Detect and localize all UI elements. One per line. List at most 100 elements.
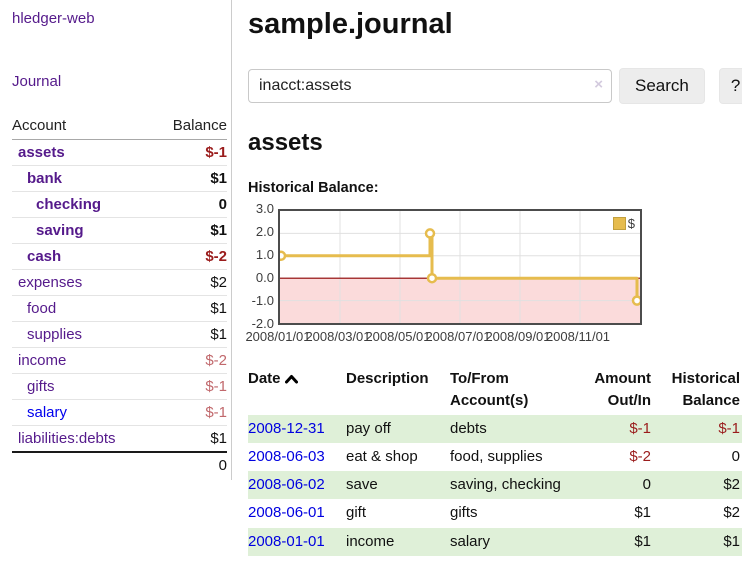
account-balance: $1: [151, 295, 227, 322]
transaction-amount: 0: [583, 471, 653, 500]
search-help-button[interactable]: ?: [718, 68, 742, 104]
transaction-amount: $-1: [583, 414, 653, 443]
account-balance: $-1: [151, 373, 227, 400]
y-axis-tick: 2.0: [255, 224, 274, 239]
transaction-accounts: food, supplies: [450, 447, 543, 465]
search-input[interactable]: [248, 69, 612, 103]
account-row: bank $1: [12, 165, 227, 192]
account-row: food $1: [12, 295, 227, 322]
transaction-amount: $1: [634, 504, 651, 522]
account-link-expenses[interactable]: expenses: [18, 274, 83, 291]
accounts-total-row: 0: [12, 451, 227, 478]
chart-legend: $: [612, 216, 635, 231]
account-row: income $-2: [12, 347, 227, 374]
chart-plot-area: $: [278, 209, 642, 325]
transaction-date-link[interactable]: 2008-06-03: [248, 447, 325, 465]
journal-nav: Journal: [12, 73, 227, 90]
transaction-description: eat & shop: [346, 447, 418, 465]
account-balance: $-2: [151, 243, 227, 270]
app-title-link[interactable]: hledger-web: [12, 10, 95, 27]
account-link-food[interactable]: food: [27, 300, 57, 317]
transaction-description: gift: [346, 504, 367, 522]
column-date[interactable]: Date: [248, 366, 346, 415]
account-link-assets[interactable]: assets: [18, 144, 65, 161]
chart-title: Historical Balance:: [248, 180, 379, 196]
account-link-liabilities-debts[interactable]: liabilities:debts: [18, 430, 116, 447]
chart-canvas: [280, 211, 640, 323]
sort-ascending-icon: [284, 369, 298, 391]
account-balance: $1: [151, 425, 227, 452]
transaction-accounts: saving, checking: [450, 471, 583, 500]
account-link-gifts[interactable]: gifts: [27, 378, 55, 395]
y-axis-tick: 3.0: [255, 201, 274, 216]
x-axis-tick: 2008/01/01: [245, 329, 311, 344]
clear-search-icon[interactable]: ×: [594, 76, 603, 93]
transaction-date-link[interactable]: 2008-12-31: [248, 419, 325, 437]
y-axis-tick: 0.0: [255, 270, 274, 285]
transaction-amount: $-2: [629, 447, 651, 465]
legend-label: $: [627, 216, 635, 231]
transaction-date-link[interactable]: 2008-06-02: [248, 476, 325, 493]
register-account-title: assets: [248, 129, 323, 156]
register-row: 2008-12-31 pay off debts $-1 $-1: [248, 414, 742, 443]
account-link-income[interactable]: income: [18, 352, 67, 369]
column-amount: Amount Out/In: [594, 370, 651, 409]
accounts-column-account: Account: [12, 114, 152, 140]
account-row: supplies $1: [12, 321, 227, 348]
sidebar-item-journal[interactable]: Journal: [12, 73, 62, 90]
account-link-cash[interactable]: cash: [27, 248, 62, 265]
x-axis-tick: 2008/05/01: [365, 329, 431, 344]
search-box: ×: [248, 69, 612, 103]
x-axis-tick: 2008/09/01: [485, 329, 551, 344]
transaction-balance: $2: [723, 504, 740, 522]
transaction-accounts: debts: [450, 414, 583, 443]
account-link-checking[interactable]: checking: [36, 196, 102, 213]
register-row: 2008-06-02 save saving, checking 0 $2: [248, 471, 742, 500]
x-axis-tick: 2008/03/01: [305, 329, 371, 344]
page: hledger-web Journal Account Balance asse…: [0, 0, 742, 556]
register-header-row: Date Description To/From Account(s) Amou…: [248, 366, 742, 415]
account-balance: 0: [151, 191, 227, 218]
account-balance: $1: [151, 321, 227, 348]
account-row: gifts $-1: [12, 373, 227, 400]
account-link-supplies[interactable]: supplies: [27, 326, 83, 343]
transaction-description: income: [346, 527, 450, 556]
sidebar: hledger-web Journal Account Balance asse…: [0, 0, 232, 480]
transaction-date-link[interactable]: 2008-01-01: [248, 532, 325, 550]
register-row: 2008-01-01 income salary $1 $1: [248, 527, 742, 556]
transaction-amount: $1: [583, 527, 653, 556]
accounts-column-balance: Balance: [151, 114, 227, 140]
search-button[interactable]: Search: [619, 68, 705, 104]
account-link-saving[interactable]: saving: [36, 222, 84, 239]
y-axis-tick: -2.0: [251, 316, 274, 331]
search-form: × Search ?: [248, 68, 742, 104]
column-accounts: To/From Account(s): [450, 370, 529, 409]
accounts-table: Account Balance assets $-1 bank $1 check…: [12, 114, 227, 478]
account-balance: $1: [151, 165, 227, 192]
y-axis-tick: -1.0: [251, 293, 274, 308]
register-row: 2008-06-03 eat & shop food, supplies $-2…: [248, 443, 742, 471]
account-link-salary[interactable]: salary: [27, 404, 68, 421]
legend-swatch-icon: [612, 217, 626, 230]
account-row: checking 0: [12, 191, 227, 218]
transaction-balance: $1: [653, 527, 742, 556]
transaction-accounts: gifts: [450, 504, 478, 522]
column-balance: Historical Balance: [671, 370, 740, 409]
accounts-total: 0: [151, 451, 227, 478]
account-balance: $-1: [151, 399, 227, 426]
main-content: sample.journal × Search ? assets Histori…: [232, 0, 742, 556]
app-title: hledger-web: [12, 10, 227, 27]
account-row: liabilities:debts $1: [12, 425, 227, 452]
account-balance: $-2: [151, 347, 227, 374]
account-link-bank[interactable]: bank: [27, 170, 63, 187]
accounts-header-row: Account Balance: [12, 114, 227, 140]
transaction-balance: 0: [731, 447, 740, 465]
transaction-date-link[interactable]: 2008-06-01: [248, 504, 325, 522]
transaction-balance: $-1: [653, 414, 742, 443]
transaction-accounts: salary: [450, 527, 583, 556]
y-axis-tick: 1.0: [255, 247, 274, 262]
register-table: Date Description To/From Account(s) Amou…: [248, 366, 742, 556]
x-axis-tick: 2008/07/01: [425, 329, 491, 344]
account-row: saving $1: [12, 217, 227, 244]
transaction-description: pay off: [346, 414, 450, 443]
